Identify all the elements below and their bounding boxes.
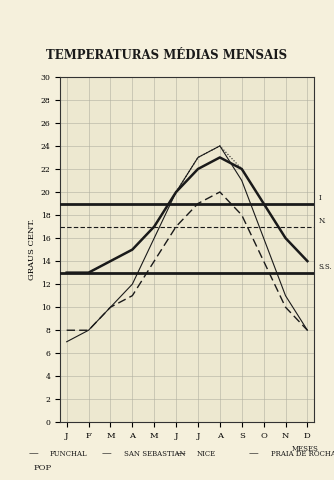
Text: SAN SEBASTIAN: SAN SEBASTIAN bbox=[124, 450, 185, 457]
Text: —: — bbox=[102, 449, 112, 458]
Text: MESES: MESES bbox=[292, 445, 318, 453]
Text: TEMPERATURAS MÉDIAS MENSAIS: TEMPERATURAS MÉDIAS MENSAIS bbox=[46, 49, 288, 62]
Text: —: — bbox=[28, 449, 38, 458]
Text: PRAIA DE ROCHA: PRAIA DE ROCHA bbox=[271, 450, 334, 457]
Text: —: — bbox=[175, 449, 185, 458]
Text: NICE: NICE bbox=[197, 450, 216, 457]
Text: FUNCHAL: FUNCHAL bbox=[50, 450, 88, 457]
Y-axis label: GRAUS CENT.: GRAUS CENT. bbox=[28, 219, 36, 280]
Text: N.: N. bbox=[318, 217, 326, 225]
Text: S.S.: S.S. bbox=[318, 263, 332, 271]
Text: —: — bbox=[249, 449, 259, 458]
Text: I: I bbox=[318, 194, 321, 202]
Text: POP: POP bbox=[33, 464, 51, 472]
